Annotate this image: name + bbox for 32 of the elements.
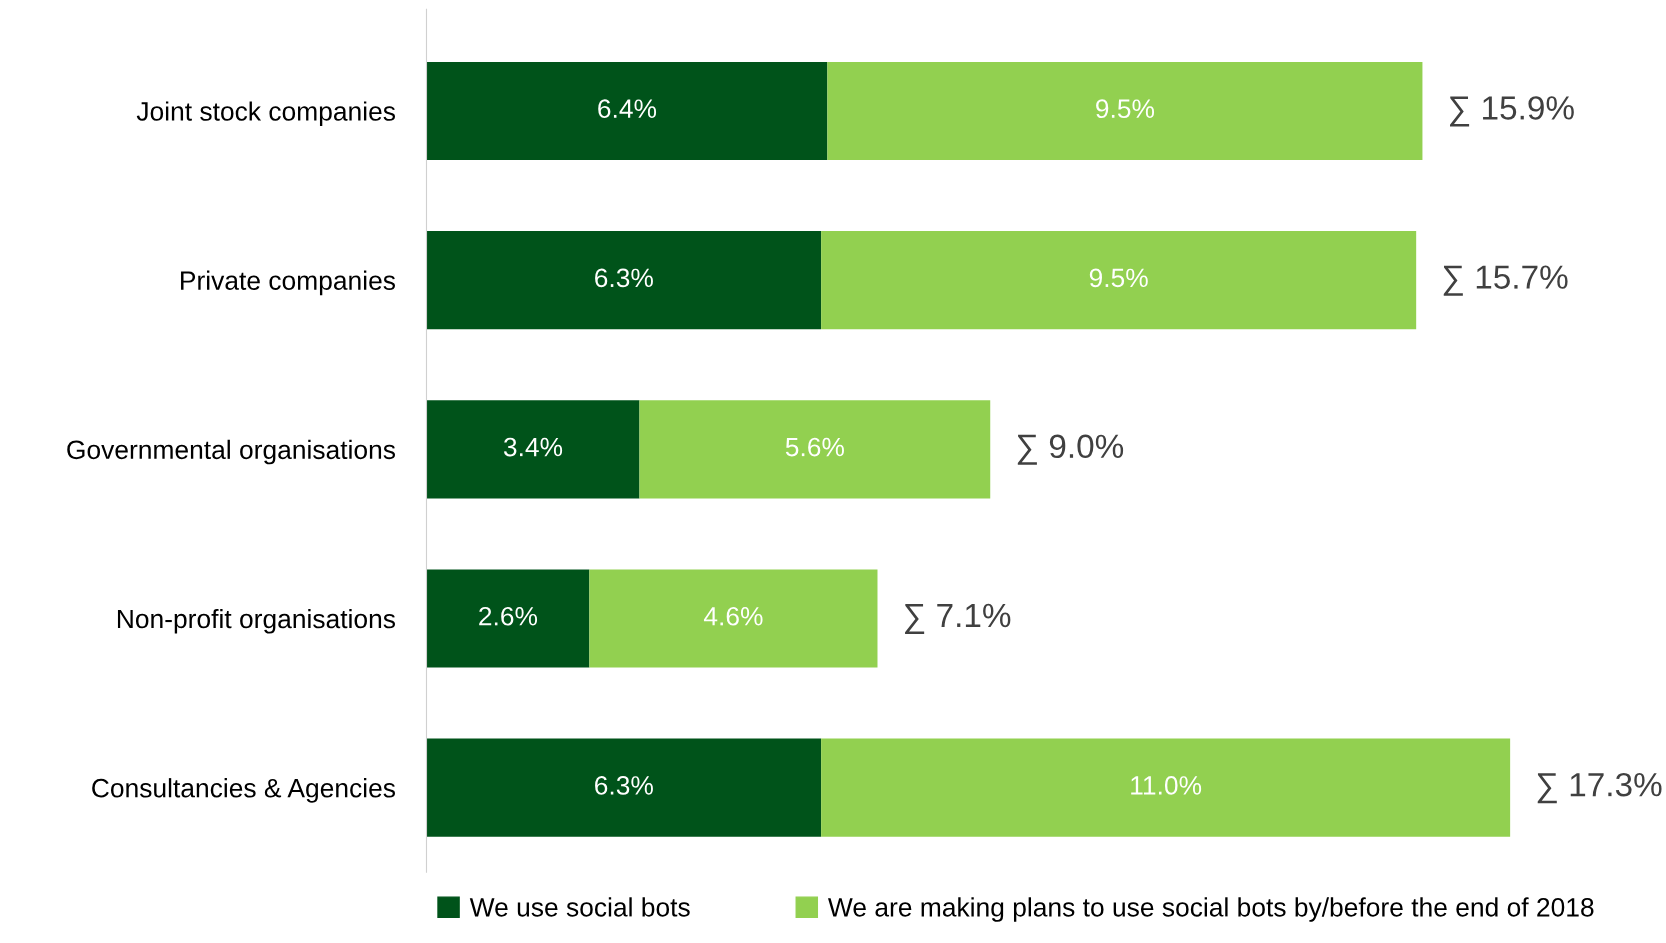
total-label: ∑ 15.9% [1450, 96, 1574, 127]
data-label: 3.4% [503, 437, 563, 457]
total-label: ∑ 9.0% [1017, 434, 1124, 465]
bar [426, 738, 822, 837]
data-label: 2.6% [479, 606, 538, 626]
bar [821, 231, 1417, 330]
total-label: ∑ 15.7% [1443, 265, 1568, 296]
total-label: ∑ 17.3% [1537, 772, 1662, 804]
data-label: 5.6% [785, 437, 844, 457]
bar [639, 400, 991, 499]
y-tick-label: Private companies [181, 270, 395, 296]
data-label: 6.3% [595, 268, 653, 288]
bar [426, 231, 822, 330]
legend-label: We are making plans to use social bots by/before the end of 2018 [828, 897, 1594, 922]
bar [426, 569, 590, 668]
data-label: 11.0% [1131, 776, 1202, 795]
bar [827, 61, 1423, 160]
data-label: 6.4% [598, 99, 657, 119]
y-tick-label: Joint stock companies [136, 101, 395, 126]
y-tick-label: Consultancies & Agencies [92, 778, 395, 803]
bar [426, 400, 640, 499]
data-label: 9.5% [1096, 99, 1155, 119]
data-label: 9.5% [1089, 268, 1148, 288]
legend-label: We use social bots [469, 897, 690, 917]
bar [821, 738, 1511, 837]
y-tick-label: Governmental organisations [67, 439, 396, 465]
data-label: 6.3% [595, 776, 653, 795]
bar [589, 569, 878, 668]
bar [426, 61, 828, 160]
data-label: 4.6% [703, 606, 763, 626]
y-tick-label: Non-profit organisations [117, 608, 396, 634]
total-label: ∑ 7.1% [905, 603, 1011, 635]
